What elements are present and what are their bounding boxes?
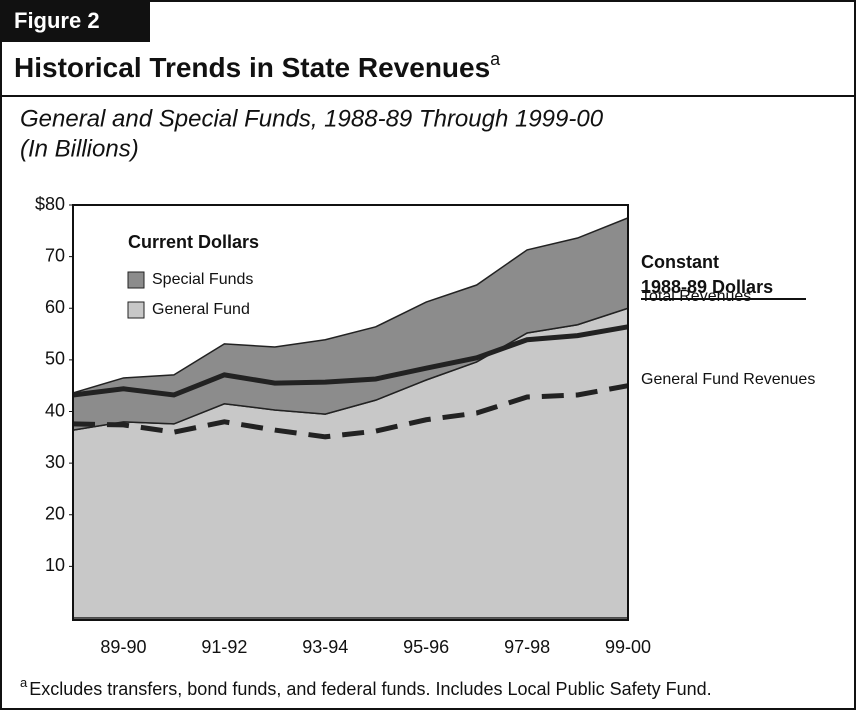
x-tick-label: 97-98 bbox=[504, 637, 550, 657]
title-text: Historical Trends in State Revenues bbox=[14, 52, 490, 83]
y-tick-label: 60 bbox=[45, 297, 65, 317]
line bbox=[72, 383, 629, 440]
x-tick-label: 99-00 bbox=[605, 637, 651, 657]
subtitle: General and Special Funds, 1988-89 Throu… bbox=[20, 105, 604, 132]
y-tick-label: 50 bbox=[45, 349, 65, 369]
figure-tab bbox=[0, 0, 150, 42]
y-tick-label: 30 bbox=[45, 452, 65, 472]
legend-swatch bbox=[127, 271, 145, 289]
y-tick-label: 10 bbox=[45, 555, 65, 575]
plot-frame bbox=[72, 204, 629, 621]
x-tick-label: 93-94 bbox=[302, 637, 348, 657]
chart-title: Historical Trends in State Revenuesa bbox=[14, 49, 501, 84]
title-marker: a bbox=[490, 49, 501, 69]
y-tick-label: 70 bbox=[45, 245, 65, 265]
legend-label: General Fund bbox=[152, 301, 250, 318]
footnote-text: Excludes transfers, bond funds, and fede… bbox=[29, 679, 711, 699]
y-tick-label: 40 bbox=[45, 400, 65, 420]
y-tick-label: 20 bbox=[45, 504, 65, 524]
footnote: a Excludes transfers, bond funds, and fed… bbox=[20, 675, 712, 698]
line bbox=[72, 324, 629, 398]
x-tick-label: 91-92 bbox=[201, 637, 247, 657]
figure-label: Figure 2 bbox=[14, 8, 100, 33]
annotation-heading: 1988-89 Dollars bbox=[641, 277, 773, 297]
line-label: General Fund Revenues bbox=[641, 371, 815, 388]
annotation-heading: Constant bbox=[641, 252, 719, 272]
footnote-marker: a bbox=[20, 675, 28, 690]
x-tick-label: 95-96 bbox=[403, 637, 449, 657]
x-tick-label: 89-90 bbox=[100, 637, 146, 657]
subtitle: (In Billions) bbox=[20, 135, 139, 162]
legend-swatch bbox=[127, 301, 145, 319]
legend-label: Special Funds bbox=[152, 271, 253, 288]
y-tick-label: $80 bbox=[35, 194, 65, 214]
legend-title: Current Dollars bbox=[128, 232, 259, 252]
line-label: Total Revenues bbox=[641, 288, 751, 305]
